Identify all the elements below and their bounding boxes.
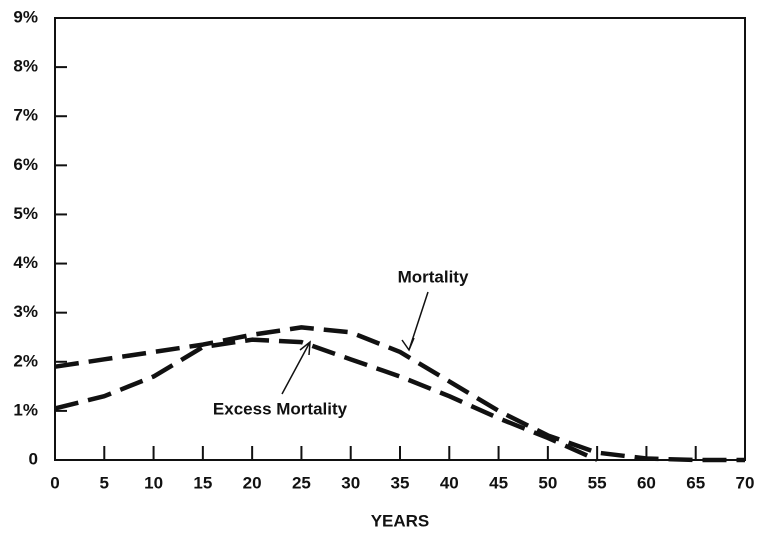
y-tick-label: 9% <box>13 7 38 26</box>
x-tick-label: 50 <box>538 473 557 492</box>
y-tick-label: 7% <box>13 106 38 125</box>
x-tick-label: 0 <box>50 473 59 492</box>
x-tick-label: 15 <box>193 473 212 492</box>
y-tick-label: 4% <box>13 253 38 272</box>
x-axis-label: YEARS <box>371 511 430 530</box>
y-tick-label: 6% <box>13 155 38 174</box>
y-tick-label: 5% <box>13 204 38 223</box>
y-tick-label: 0 <box>29 449 38 468</box>
x-tick-label: 5 <box>100 473 109 492</box>
y-tick-label: 3% <box>13 302 38 321</box>
series-line <box>54 337 599 463</box>
x-tick-label: 40 <box>440 473 459 492</box>
series-line <box>54 325 745 463</box>
annotation-arrow <box>401 291 429 352</box>
y-tick-label: 1% <box>13 400 38 419</box>
x-tick-label: 65 <box>686 473 705 492</box>
plot-frame <box>54 17 746 461</box>
y-tick-label: 2% <box>13 351 38 370</box>
x-tick-label: 25 <box>292 473 311 492</box>
y-tick-label: 8% <box>13 57 38 76</box>
annotation-arrow <box>281 340 311 395</box>
x-tick-label: 70 <box>736 473 755 492</box>
x-tick-label: 30 <box>341 473 360 492</box>
annotation: Excess Mortality <box>213 399 348 418</box>
x-tick-label: 55 <box>588 473 607 492</box>
x-tick-label: 10 <box>144 473 163 492</box>
x-tick-label: 45 <box>489 473 508 492</box>
x-tick-label: 20 <box>243 473 262 492</box>
x-tick-label: 60 <box>637 473 656 492</box>
annotation: Mortality <box>398 267 469 286</box>
x-tick-label: 35 <box>391 473 410 492</box>
